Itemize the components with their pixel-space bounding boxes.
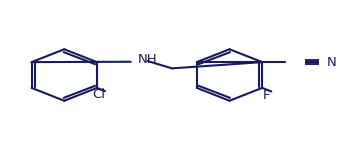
Text: N: N xyxy=(327,56,336,69)
Text: Cl: Cl xyxy=(92,88,105,101)
Text: NH: NH xyxy=(138,53,157,66)
Text: F: F xyxy=(263,89,271,102)
